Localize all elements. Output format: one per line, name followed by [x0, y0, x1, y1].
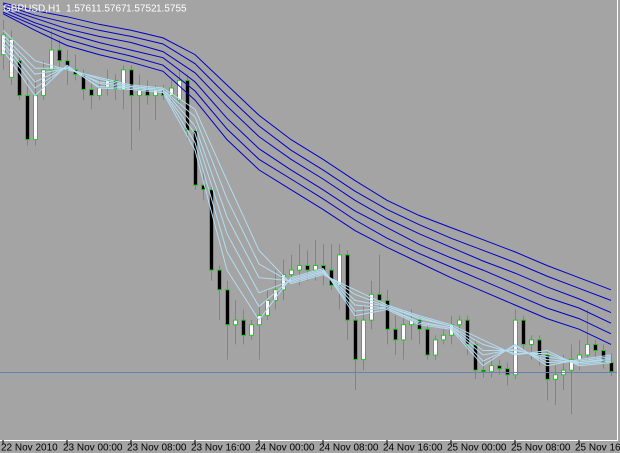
candle-body [81, 73, 86, 91]
candle-body [265, 299, 270, 317]
candle-body [97, 87, 102, 97]
header-low: 1.5752 [126, 4, 157, 15]
candle-body [377, 293, 382, 301]
candle-body [457, 319, 462, 326]
candle-body [553, 374, 558, 380]
candle-body [217, 269, 222, 291]
header-close: 1.5755 [156, 4, 187, 15]
candle-body [233, 319, 238, 326]
x-tick-label: 24 Nov 16:00 [383, 443, 443, 453]
candle-body [49, 49, 54, 71]
candle-body [57, 49, 62, 62]
moving-average-line [2, 29, 612, 367]
x-tick-label: 23 Nov 08:00 [127, 443, 187, 453]
moving-average-line [2, 13, 612, 345]
header-high: 1.5767 [96, 4, 127, 15]
moving-average-line [2, 45, 612, 364]
candle-body [385, 299, 390, 330]
candle-body [297, 265, 302, 271]
candle-body [225, 289, 230, 326]
candle-body [25, 95, 30, 141]
candle-body [9, 38, 14, 78]
candle-body [137, 89, 142, 97]
candle-body [201, 184, 206, 191]
candle-body [369, 293, 374, 321]
candle-body [521, 319, 526, 345]
candle-body [345, 254, 350, 321]
x-tick-label: 23 Nov 16:00 [191, 443, 251, 453]
candle-body [289, 269, 294, 276]
x-tick-label: 24 Nov 00:00 [255, 443, 315, 453]
plot-area [0, 2, 617, 415]
x-tick-label: 25 Nov 16:00 [575, 443, 620, 453]
candle-body [361, 319, 366, 361]
moving-average-line [2, 7, 612, 314]
candle-body [593, 343, 598, 351]
candle-body [313, 265, 318, 271]
candle-body [393, 328, 398, 341]
candle-body [481, 369, 486, 373]
candle-body [401, 324, 406, 341]
header-open: 1.5761 [66, 4, 97, 15]
x-tick-label: 22 Nov 2010 [1, 443, 58, 453]
moving-average-line [2, 37, 612, 364]
candle-body [89, 89, 94, 97]
candle-body [529, 339, 534, 345]
candle-body [145, 89, 150, 97]
candle-body [425, 328, 430, 356]
candle-body [505, 368, 510, 376]
candle-body [585, 343, 590, 356]
candle-body [209, 189, 214, 271]
candle-body [569, 359, 574, 371]
x-tick-label: 24 Nov 08:00 [319, 443, 379, 453]
moving-average-line [2, 8, 612, 324]
moving-average-line [2, 4, 612, 301]
x-tick-label: 25 Nov 00:00 [447, 443, 507, 453]
header: GBPUSD,H1 1.5761 1.5767 1.5752 1.5755 [3, 4, 187, 15]
x-axis: 22 Nov 2010 23 Nov 00:00 23 Nov 08:00 23 No… [1, 440, 620, 453]
candle-body [33, 95, 38, 141]
candle-body [129, 69, 134, 97]
moving-average-line [2, 11, 612, 335]
candle-body [241, 319, 246, 336]
candle-body [281, 274, 286, 291]
candle-body [353, 319, 358, 361]
x-tick-label: 23 Nov 00:00 [63, 443, 123, 453]
candle-body [249, 324, 254, 336]
candle-body [337, 254, 342, 286]
candle-body [433, 339, 438, 356]
candle-body [17, 60, 22, 97]
x-tick-label: 25 Nov 08:00 [511, 443, 571, 453]
candle-body [537, 339, 542, 356]
moving-average-line [2, 2, 612, 291]
chart-title: GBPUSD,H1 [3, 4, 61, 15]
candle-body [177, 79, 182, 101]
candle-body [441, 334, 446, 341]
candle-body [545, 354, 550, 380]
candle-body [609, 362, 614, 373]
candle-body [489, 365, 494, 373]
candle-body [497, 365, 502, 370]
candle-body [305, 265, 310, 271]
